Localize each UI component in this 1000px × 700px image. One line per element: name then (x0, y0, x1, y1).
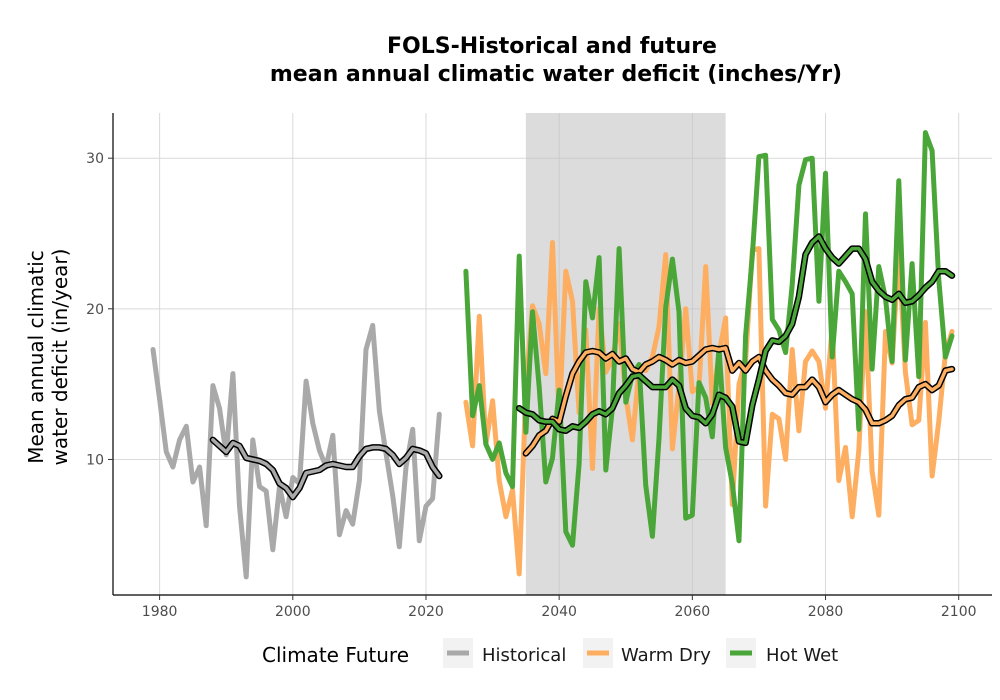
x-tick-label-2060: 2060 (675, 604, 711, 620)
historical-rolling-mean-line (211, 438, 442, 499)
x-tick-label-2100: 2100 (941, 604, 977, 620)
x-tick-label-2000: 2000 (275, 604, 311, 620)
chart-title-line-1: FOLS-Historical and future (387, 34, 717, 59)
plot-area: 1980 2000 2020 2040 2060 2080 2100 10 20 30 (86, 113, 992, 620)
y-tick-label-20: 20 (86, 302, 104, 318)
hot-wet-rolling-mean-line (517, 234, 954, 445)
legend-item-historical: Historical (443, 638, 566, 668)
warm-dry-rolling-mean-line (524, 346, 954, 456)
legend: Climate Future Historical Warm Dry Hot W… (262, 638, 838, 668)
legend-label-warm-dry: Warm Dry (621, 645, 711, 666)
y-tick-label-10: 10 (86, 452, 104, 468)
x-tick-label-2040: 2040 (541, 604, 577, 620)
y-tick-label-30: 30 (86, 151, 104, 167)
series-line-historical (150, 322, 442, 580)
legend-title: Climate Future (262, 643, 409, 667)
x-tick-label-2020: 2020 (408, 604, 444, 620)
series-line-warm-dry (463, 240, 955, 577)
x-tick-label-2080: 2080 (808, 604, 844, 620)
y-axis-title-line-1: Mean annual climatic (24, 250, 48, 464)
chart-title-line-2: mean annual climatic water deficit (inch… (270, 62, 842, 87)
legend-label-hot-wet: Hot Wet (766, 645, 838, 666)
legend-item-warm-dry: Warm Dry (583, 638, 711, 668)
legend-label-historical: Historical (482, 645, 566, 666)
x-tick-label-1980: 1980 (142, 604, 178, 620)
legend-item-hot-wet: Hot Wet (726, 638, 838, 668)
y-axis-title-line-2: water deficit (in/year) (48, 249, 72, 466)
